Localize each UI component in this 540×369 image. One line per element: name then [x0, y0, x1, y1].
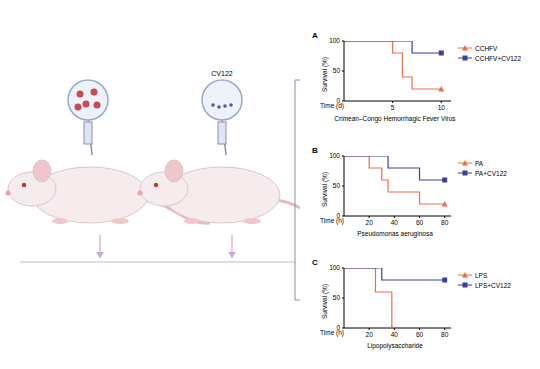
svg-text:80: 80 [441, 331, 449, 338]
svg-text:50: 50 [333, 67, 341, 74]
svg-text:50: 50 [333, 182, 341, 189]
svg-text:10: 10 [438, 104, 446, 111]
svg-text:100: 100 [329, 37, 340, 44]
svg-text:100: 100 [329, 264, 340, 271]
svg-text:CV122: CV122 [211, 70, 233, 77]
svg-text:100: 100 [329, 152, 340, 159]
svg-text:80: 80 [441, 219, 449, 226]
svg-text:20: 20 [366, 219, 374, 226]
svg-text:5: 5 [391, 104, 395, 111]
svg-text:40: 40 [391, 331, 399, 338]
svg-text:40: 40 [391, 219, 399, 226]
svg-text:60: 60 [416, 331, 424, 338]
svg-text:50: 50 [333, 294, 341, 301]
svg-text:60: 60 [416, 219, 424, 226]
svg-text:20: 20 [366, 331, 374, 338]
